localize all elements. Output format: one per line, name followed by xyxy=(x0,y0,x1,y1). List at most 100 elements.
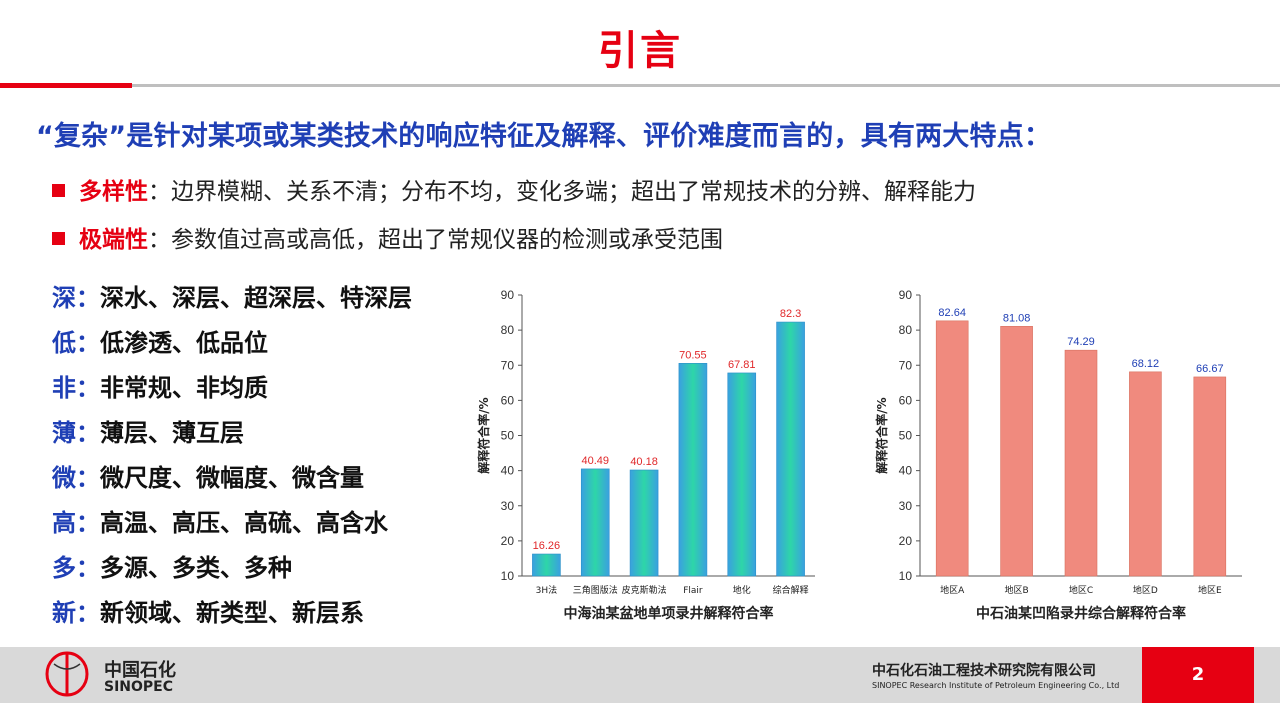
chart-title: 中海油某盆地单项录井解释符合率 xyxy=(564,605,774,622)
y-tick-label: 90 xyxy=(899,288,913,302)
bullet-term: 极端性 xyxy=(79,227,148,253)
feature-text: 非常规、非均质 xyxy=(100,374,268,402)
x-tick-label: Flair xyxy=(683,586,703,596)
feature-text: 高温、高压、高硫、高含水 xyxy=(100,509,388,537)
bar xyxy=(1129,371,1162,577)
feature-key: 多： xyxy=(52,554,100,582)
data-label: 16.26 xyxy=(533,540,561,552)
y-tick-label: 10 xyxy=(501,569,515,583)
feature-item: 新：新领域、新类型、新层系 xyxy=(52,593,412,638)
x-tick-label: 皮克斯勒法 xyxy=(622,584,667,596)
feature-text: 多源、多类、多种 xyxy=(100,554,292,582)
bar xyxy=(776,321,805,577)
y-tick-label: 30 xyxy=(899,499,913,513)
x-tick-label: 3H法 xyxy=(536,584,558,596)
bar xyxy=(678,363,708,577)
page-number: 2 xyxy=(1191,664,1205,685)
x-tick-label: 三角图版法 xyxy=(573,584,618,596)
feature-item: 低：低渗透、低品位 xyxy=(52,323,412,368)
bar xyxy=(1064,349,1098,577)
feature-key: 深： xyxy=(52,284,100,312)
bullet-term: 多样性 xyxy=(79,179,148,205)
chart-title: 中石油某凹陷录井综合解释符合率 xyxy=(976,605,1186,622)
feature-list: 深：深水、深层、超深层、特深层 低：低渗透、低品位 非：非常规、非均质 薄：薄层… xyxy=(52,278,412,638)
feature-key: 非： xyxy=(52,374,100,402)
data-label: 40.18 xyxy=(630,456,658,468)
feature-key: 高： xyxy=(52,509,100,537)
y-tick-label: 10 xyxy=(899,569,913,583)
bullet-extremity: 极端性：参数值过高或高低，超出了常规仪器的检测或承受范围 xyxy=(52,220,723,254)
feature-text: 新领域、新类型、新层系 xyxy=(100,599,364,627)
data-label: 82.3 xyxy=(780,308,801,320)
data-label: 68.12 xyxy=(1132,358,1160,370)
feature-key: 薄： xyxy=(52,419,100,447)
x-tick-label: 地区A xyxy=(940,584,965,596)
bar xyxy=(1193,376,1227,577)
cnpc-interpretation-bar-chart: 10 20 30 40 50 60 70 80 90 解释符合率/% 82.64 地区A 81.08 地区… xyxy=(874,288,1242,622)
y-tick-label: 90 xyxy=(501,288,515,302)
y-tick-label: 60 xyxy=(899,393,913,407)
x-tick-label: 地化 xyxy=(733,584,751,596)
bar xyxy=(1000,326,1033,577)
feature-item: 深：深水、深层、超深层、特深层 xyxy=(52,278,412,323)
x-tick-label: 地区B xyxy=(1005,584,1029,596)
feature-text: 深水、深层、超深层、特深层 xyxy=(100,284,412,312)
data-label: 81.08 xyxy=(1003,312,1031,324)
sinopec-logo-icon xyxy=(45,651,89,697)
bullet-text: ：参数值过高或高低，超出了常规仪器的检测或承受范围 xyxy=(148,227,723,253)
y-tick-label: 40 xyxy=(501,464,515,478)
data-label: 67.81 xyxy=(728,359,756,371)
x-tick-label: 地区C xyxy=(1069,584,1093,596)
y-tick-label: 40 xyxy=(899,464,913,478)
y-axis-label: 解释符合率/% xyxy=(874,397,889,473)
feature-key: 低： xyxy=(52,329,100,357)
y-tick-label: 50 xyxy=(501,429,515,443)
y-tick-label: 20 xyxy=(899,534,913,548)
feature-item: 薄：薄层、薄互层 xyxy=(52,413,412,458)
bar xyxy=(727,372,757,577)
title-divider-accent xyxy=(0,83,132,88)
cnooc-interpretation-bar-chart: 10 20 30 40 50 60 70 80 90 解释符合率/% 16.26 3H法 40.49 三角… xyxy=(476,288,815,622)
institute-name-en: SINOPEC Research Institute of Petroleum … xyxy=(872,681,1120,690)
feature-item: 高：高温、高压、高硫、高含水 xyxy=(52,503,412,548)
page-number-box xyxy=(1142,647,1254,703)
feature-key: 新： xyxy=(52,599,100,627)
feature-key: 微： xyxy=(52,464,100,492)
y-axis-label: 解释符合率/% xyxy=(476,397,491,473)
bullet-square-icon xyxy=(52,232,65,245)
y-tick-label: 70 xyxy=(899,358,913,372)
feature-item: 微：微尺度、微幅度、微含量 xyxy=(52,458,412,503)
x-tick-label: 综合解释 xyxy=(773,584,809,596)
data-label: 66.67 xyxy=(1196,363,1224,375)
data-label: 82.64 xyxy=(938,307,966,319)
feature-text: 低渗透、低品位 xyxy=(100,329,268,357)
data-label: 40.49 xyxy=(581,455,609,467)
bar xyxy=(629,469,659,577)
y-tick-label: 60 xyxy=(501,393,515,407)
footer-bar xyxy=(0,647,1280,703)
bullet-text: ：边界模糊、关系不清；分布不均，变化多端；超出了常规技术的分辨、解释能力 xyxy=(148,179,976,205)
x-tick-label: 地区D xyxy=(1133,584,1158,596)
feature-item: 多：多源、多类、多种 xyxy=(52,548,412,593)
x-tick-label: 地区E xyxy=(1198,584,1222,596)
lead-statement: “复杂”是针对某项或某类技术的响应特征及解释、评价难度而言的，具有两大特点： xyxy=(36,121,1052,152)
bar xyxy=(580,468,610,577)
bar xyxy=(935,320,969,577)
institute-name-cn: 中石化石油工程技术研究院有限公司 xyxy=(872,663,1096,679)
y-tick-label: 50 xyxy=(899,429,913,443)
y-tick-label: 70 xyxy=(501,358,515,372)
feature-text: 微尺度、微幅度、微含量 xyxy=(100,464,364,492)
y-tick-label: 20 xyxy=(501,534,515,548)
bar xyxy=(532,553,561,577)
bullet-square-icon xyxy=(52,184,65,197)
title-divider xyxy=(0,84,1280,87)
brand-name-en: SINOPEC xyxy=(104,679,174,695)
feature-item: 非：非常规、非均质 xyxy=(52,368,412,413)
y-tick-label: 30 xyxy=(501,499,515,513)
data-label: 70.55 xyxy=(679,349,707,361)
bullet-diversity: 多样性：边界模糊、关系不清；分布不均，变化多端；超出了常规技术的分辨、解释能力 xyxy=(52,172,976,206)
data-label: 74.29 xyxy=(1067,336,1095,348)
slide-title: 引言 xyxy=(598,28,682,74)
feature-text: 薄层、薄互层 xyxy=(100,419,244,447)
brand-name-cn: 中国石化 xyxy=(104,660,176,681)
